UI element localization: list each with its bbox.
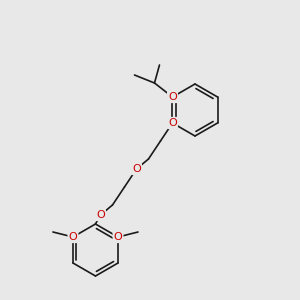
Text: O: O — [96, 210, 105, 220]
Text: O: O — [69, 232, 77, 242]
Text: O: O — [168, 118, 177, 128]
Text: O: O — [132, 164, 141, 174]
Text: O: O — [168, 92, 177, 102]
Text: O: O — [114, 232, 122, 242]
